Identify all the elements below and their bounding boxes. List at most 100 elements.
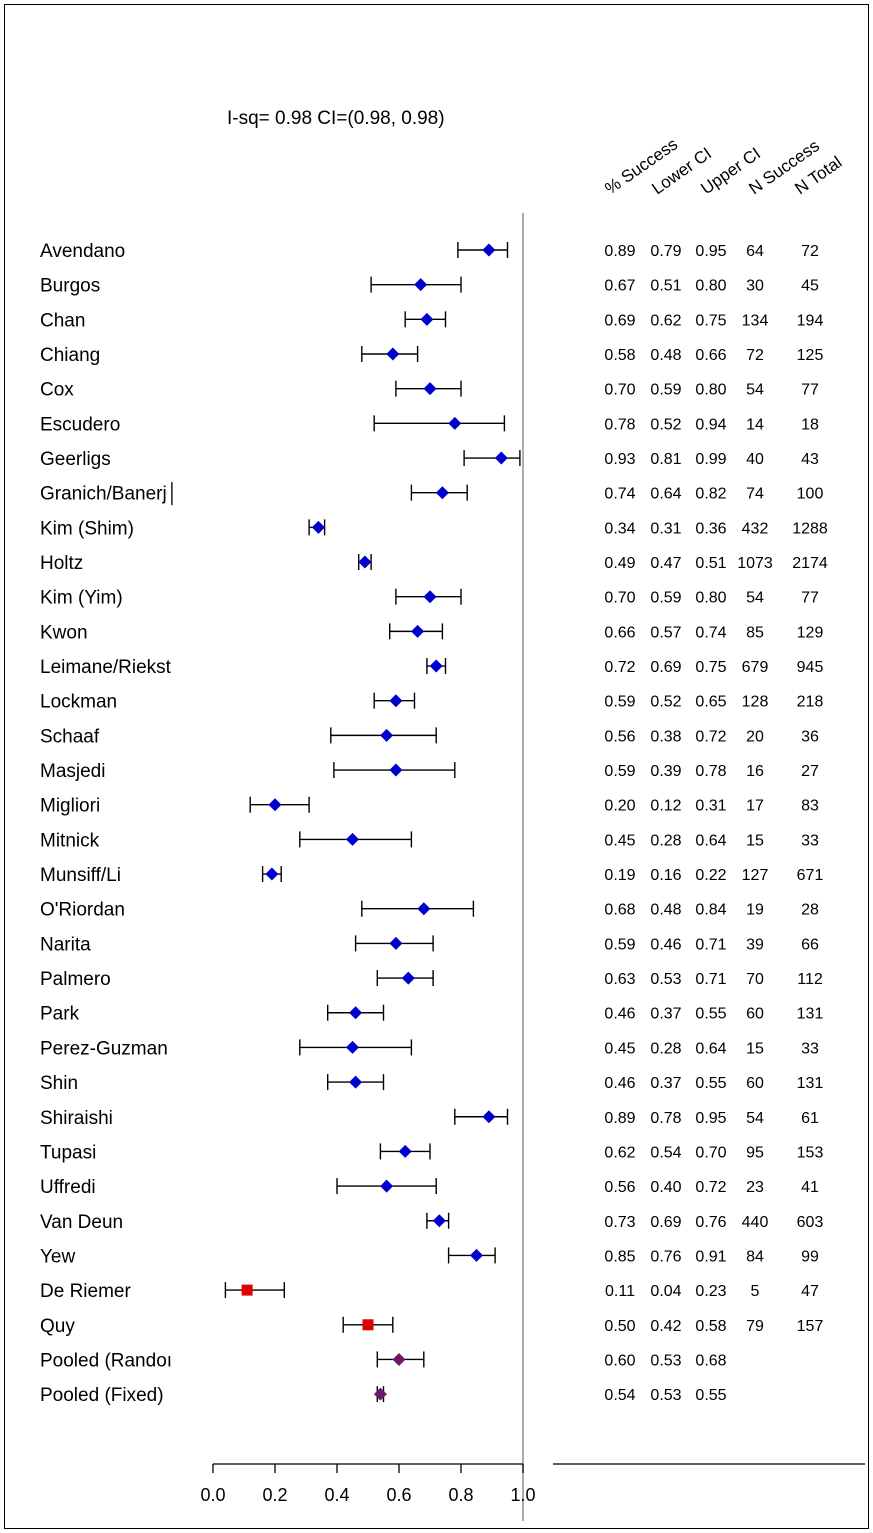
value-ns: 54 bbox=[746, 590, 764, 607]
value-up: 0.99 bbox=[695, 451, 726, 468]
value-ns: 1073 bbox=[737, 555, 773, 572]
value-up: 0.31 bbox=[695, 798, 726, 815]
value-nt: 18 bbox=[801, 416, 819, 433]
point-diamond bbox=[494, 451, 508, 465]
study-label: Shin bbox=[40, 1073, 78, 1094]
value-pct: 0.93 bbox=[604, 451, 635, 468]
value-low: 0.51 bbox=[650, 278, 681, 295]
value-pct: 0.59 bbox=[604, 694, 635, 711]
value-low: 0.53 bbox=[650, 1387, 681, 1404]
forest-row: Kwon 0.66 0.57 0.74 85 129 bbox=[40, 622, 823, 643]
point-diamond bbox=[435, 486, 449, 500]
point-diamond bbox=[389, 694, 403, 708]
value-up: 0.78 bbox=[695, 763, 726, 780]
value-up: 0.74 bbox=[695, 624, 726, 641]
value-pct: 0.46 bbox=[604, 1075, 635, 1092]
value-nt: 2174 bbox=[792, 555, 828, 572]
forest-row: Holtz 0.49 0.47 0.51 1073 2174 bbox=[40, 553, 828, 574]
point-diamond bbox=[386, 347, 400, 361]
value-nt: 131 bbox=[797, 1075, 824, 1092]
value-up: 0.84 bbox=[695, 902, 726, 919]
value-ns: 19 bbox=[746, 902, 764, 919]
value-ns: 72 bbox=[746, 347, 764, 364]
value-up: 0.76 bbox=[695, 1214, 726, 1231]
study-label: Cox bbox=[40, 380, 74, 401]
value-ns: 128 bbox=[742, 694, 769, 711]
value-ns: 79 bbox=[746, 1318, 764, 1335]
value-up: 0.23 bbox=[695, 1283, 726, 1300]
value-up: 0.82 bbox=[695, 486, 726, 503]
forest-row: Lockman 0.59 0.52 0.65 128 218 bbox=[40, 692, 823, 713]
value-nt: 129 bbox=[797, 624, 824, 641]
forest-row: Perez-Guzman 0.45 0.28 0.64 15 33 bbox=[40, 1038, 819, 1059]
forest-row: Uffredi 0.56 0.40 0.72 23 41 bbox=[40, 1177, 819, 1198]
value-up: 0.64 bbox=[695, 832, 726, 849]
forest-row: Pooled (Randoı 0.60 0.53 0.68 bbox=[40, 1350, 727, 1371]
value-up: 0.36 bbox=[695, 520, 726, 537]
value-nt: 99 bbox=[801, 1248, 819, 1265]
value-low: 0.57 bbox=[650, 624, 681, 641]
value-nt: 66 bbox=[801, 936, 819, 953]
figure-frame: I-sq= 0.98 CI=(0.98, 0.98) % Success Lowe… bbox=[4, 4, 869, 1529]
forest-row: O'Riordan 0.68 0.48 0.84 19 28 bbox=[40, 900, 819, 921]
value-nt: 100 bbox=[797, 486, 824, 503]
value-pct: 0.59 bbox=[604, 936, 635, 953]
study-label: Masjedi bbox=[40, 761, 105, 782]
study-label: Pooled (Fixed) bbox=[40, 1385, 164, 1406]
value-pct: 0.59 bbox=[604, 763, 635, 780]
value-pct: 0.63 bbox=[604, 971, 635, 988]
point-diamond bbox=[429, 659, 443, 673]
value-nt: 603 bbox=[797, 1214, 824, 1231]
value-up: 0.55 bbox=[695, 1075, 726, 1092]
value-up: 0.58 bbox=[695, 1318, 726, 1335]
point-diamond bbox=[265, 867, 279, 881]
value-ns: 16 bbox=[746, 763, 764, 780]
value-pct: 0.49 bbox=[604, 555, 635, 572]
value-low: 0.52 bbox=[650, 416, 681, 433]
value-nt: 61 bbox=[801, 1110, 819, 1127]
study-label: Pooled (Randoı bbox=[40, 1350, 172, 1371]
value-pct: 0.54 bbox=[604, 1387, 635, 1404]
study-label: Perez-Guzman bbox=[40, 1038, 168, 1059]
value-up: 0.71 bbox=[695, 971, 726, 988]
study-label: Granich/Banerj│ bbox=[40, 482, 179, 506]
x-tick-label: 0.4 bbox=[324, 1485, 349, 1505]
value-nt: 33 bbox=[801, 1040, 819, 1057]
value-nt: 47 bbox=[801, 1283, 819, 1300]
value-pct: 0.60 bbox=[604, 1352, 635, 1369]
value-low: 0.59 bbox=[650, 590, 681, 607]
forest-row: Avendano 0.89 0.79 0.95 64 72 bbox=[40, 241, 819, 262]
value-low: 0.53 bbox=[650, 1352, 681, 1369]
point-diamond bbox=[349, 1075, 363, 1089]
study-label: Escudero bbox=[40, 414, 120, 435]
point-diamond bbox=[401, 971, 415, 985]
value-ns: 679 bbox=[742, 659, 769, 676]
value-low: 0.31 bbox=[650, 520, 681, 537]
value-nt: 125 bbox=[797, 347, 824, 364]
value-ns: 60 bbox=[746, 1075, 764, 1092]
point-diamond bbox=[389, 763, 403, 777]
value-low: 0.28 bbox=[650, 832, 681, 849]
value-up: 0.72 bbox=[695, 728, 726, 745]
forest-row: Narita 0.59 0.46 0.71 39 66 bbox=[40, 934, 819, 955]
value-pct: 0.89 bbox=[604, 243, 635, 260]
value-pct: 0.66 bbox=[604, 624, 635, 641]
point-diamond bbox=[380, 1179, 394, 1193]
forest-row: Escudero 0.78 0.52 0.94 14 18 bbox=[40, 414, 819, 435]
forest-row: Chiang 0.58 0.48 0.66 72 125 bbox=[40, 345, 823, 366]
forest-row: Shin 0.46 0.37 0.55 60 131 bbox=[40, 1073, 823, 1094]
value-nt: 77 bbox=[801, 590, 819, 607]
value-up: 0.68 bbox=[695, 1352, 726, 1369]
pooled-point-diamond bbox=[392, 1352, 406, 1366]
forest-row: Palmero 0.63 0.53 0.71 70 112 bbox=[40, 969, 823, 990]
point-diamond bbox=[448, 416, 462, 430]
value-ns: 95 bbox=[746, 1144, 764, 1161]
point-diamond bbox=[349, 1006, 363, 1020]
value-pct: 0.50 bbox=[604, 1318, 635, 1335]
study-label: Avendano bbox=[40, 241, 125, 262]
value-ns: 15 bbox=[746, 832, 764, 849]
value-up: 0.80 bbox=[695, 590, 726, 607]
study-label: O'Riordan bbox=[40, 900, 125, 921]
point-square bbox=[241, 1284, 253, 1296]
point-diamond bbox=[423, 382, 437, 396]
